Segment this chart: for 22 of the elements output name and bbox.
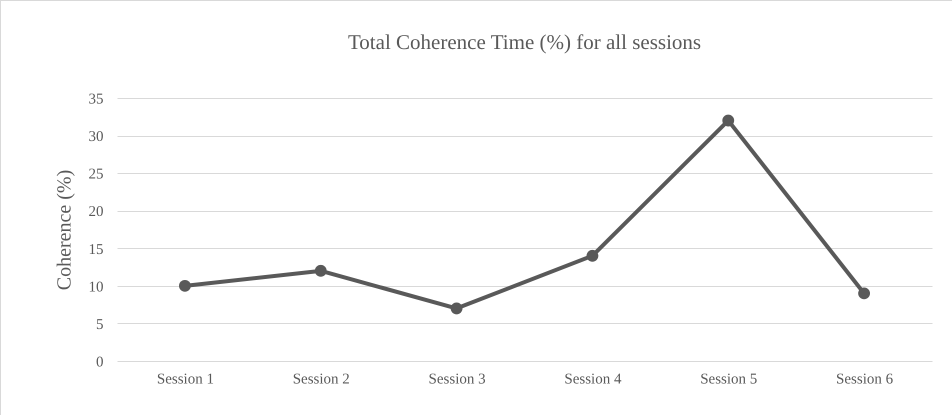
point [722,114,734,126]
y-tick-label: 30 [88,129,104,146]
point [858,287,870,300]
y-tick-label: 35 [88,92,104,108]
y-tick-label: 20 [88,204,104,220]
point [586,250,598,262]
y-tick-label: 0 [96,354,104,370]
y-tick-label: 5 [96,316,104,333]
x-tick-label: Session 3 [428,372,486,388]
chart-title: Total Coherence Time (%) for all sessions [348,30,702,54]
x-tick-label: Session 6 [836,372,894,388]
point [179,280,191,292]
y-tick-label: 15 [88,242,104,258]
y-axis-title: Coherence (%) [54,170,76,290]
x-tick-label: Session 2 [292,372,350,388]
x-tick-label: Session 5 [700,372,758,388]
x-tick-label: Session 1 [156,372,214,388]
point [314,264,327,277]
y-tick-label: 25 [88,166,104,183]
point [450,302,462,314]
x-tick-label: Session 4 [564,372,622,388]
y-tick-label: 10 [88,279,104,296]
